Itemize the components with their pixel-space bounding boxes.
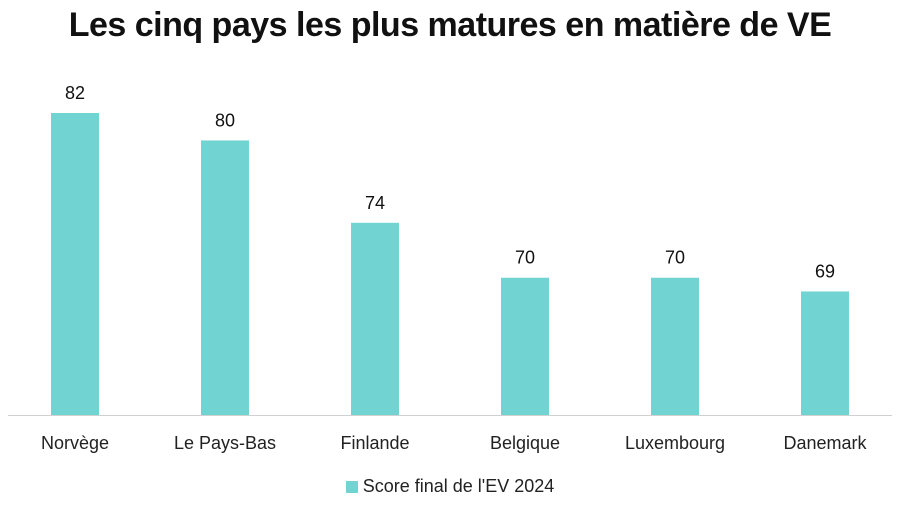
bar (51, 113, 99, 415)
bar (501, 277, 549, 415)
bar-chart: 82 Norvège 80 Le Pays-Bas 74 Finlande 70 Belgiq… (8, 83, 892, 453)
legend-swatch (345, 480, 358, 493)
legend: Score final de l'EV 2024 (0, 476, 900, 497)
chart-title: Les cinq pays les plus matures en matièr… (68, 6, 832, 44)
data-label: 70 (665, 248, 685, 268)
bar (201, 140, 249, 416)
bar (651, 277, 699, 415)
x-tick-label: Luxembourg (625, 433, 725, 453)
data-label: 69 (815, 261, 835, 281)
x-tick-label: Le Pays-Bas (174, 433, 276, 453)
data-label: 82 (65, 83, 85, 103)
data-label: 70 (515, 248, 535, 268)
bar (351, 222, 399, 415)
x-tick-label: Finlande (340, 433, 409, 453)
x-tick-label: Belgique (490, 433, 560, 453)
x-tick-label: Danemark (783, 433, 867, 453)
x-tick-label: Norvège (41, 433, 109, 453)
legend-label: Score final de l'EV 2024 (362, 476, 555, 496)
data-label: 80 (215, 110, 235, 130)
bar (801, 291, 849, 415)
data-label: 74 (365, 193, 385, 213)
